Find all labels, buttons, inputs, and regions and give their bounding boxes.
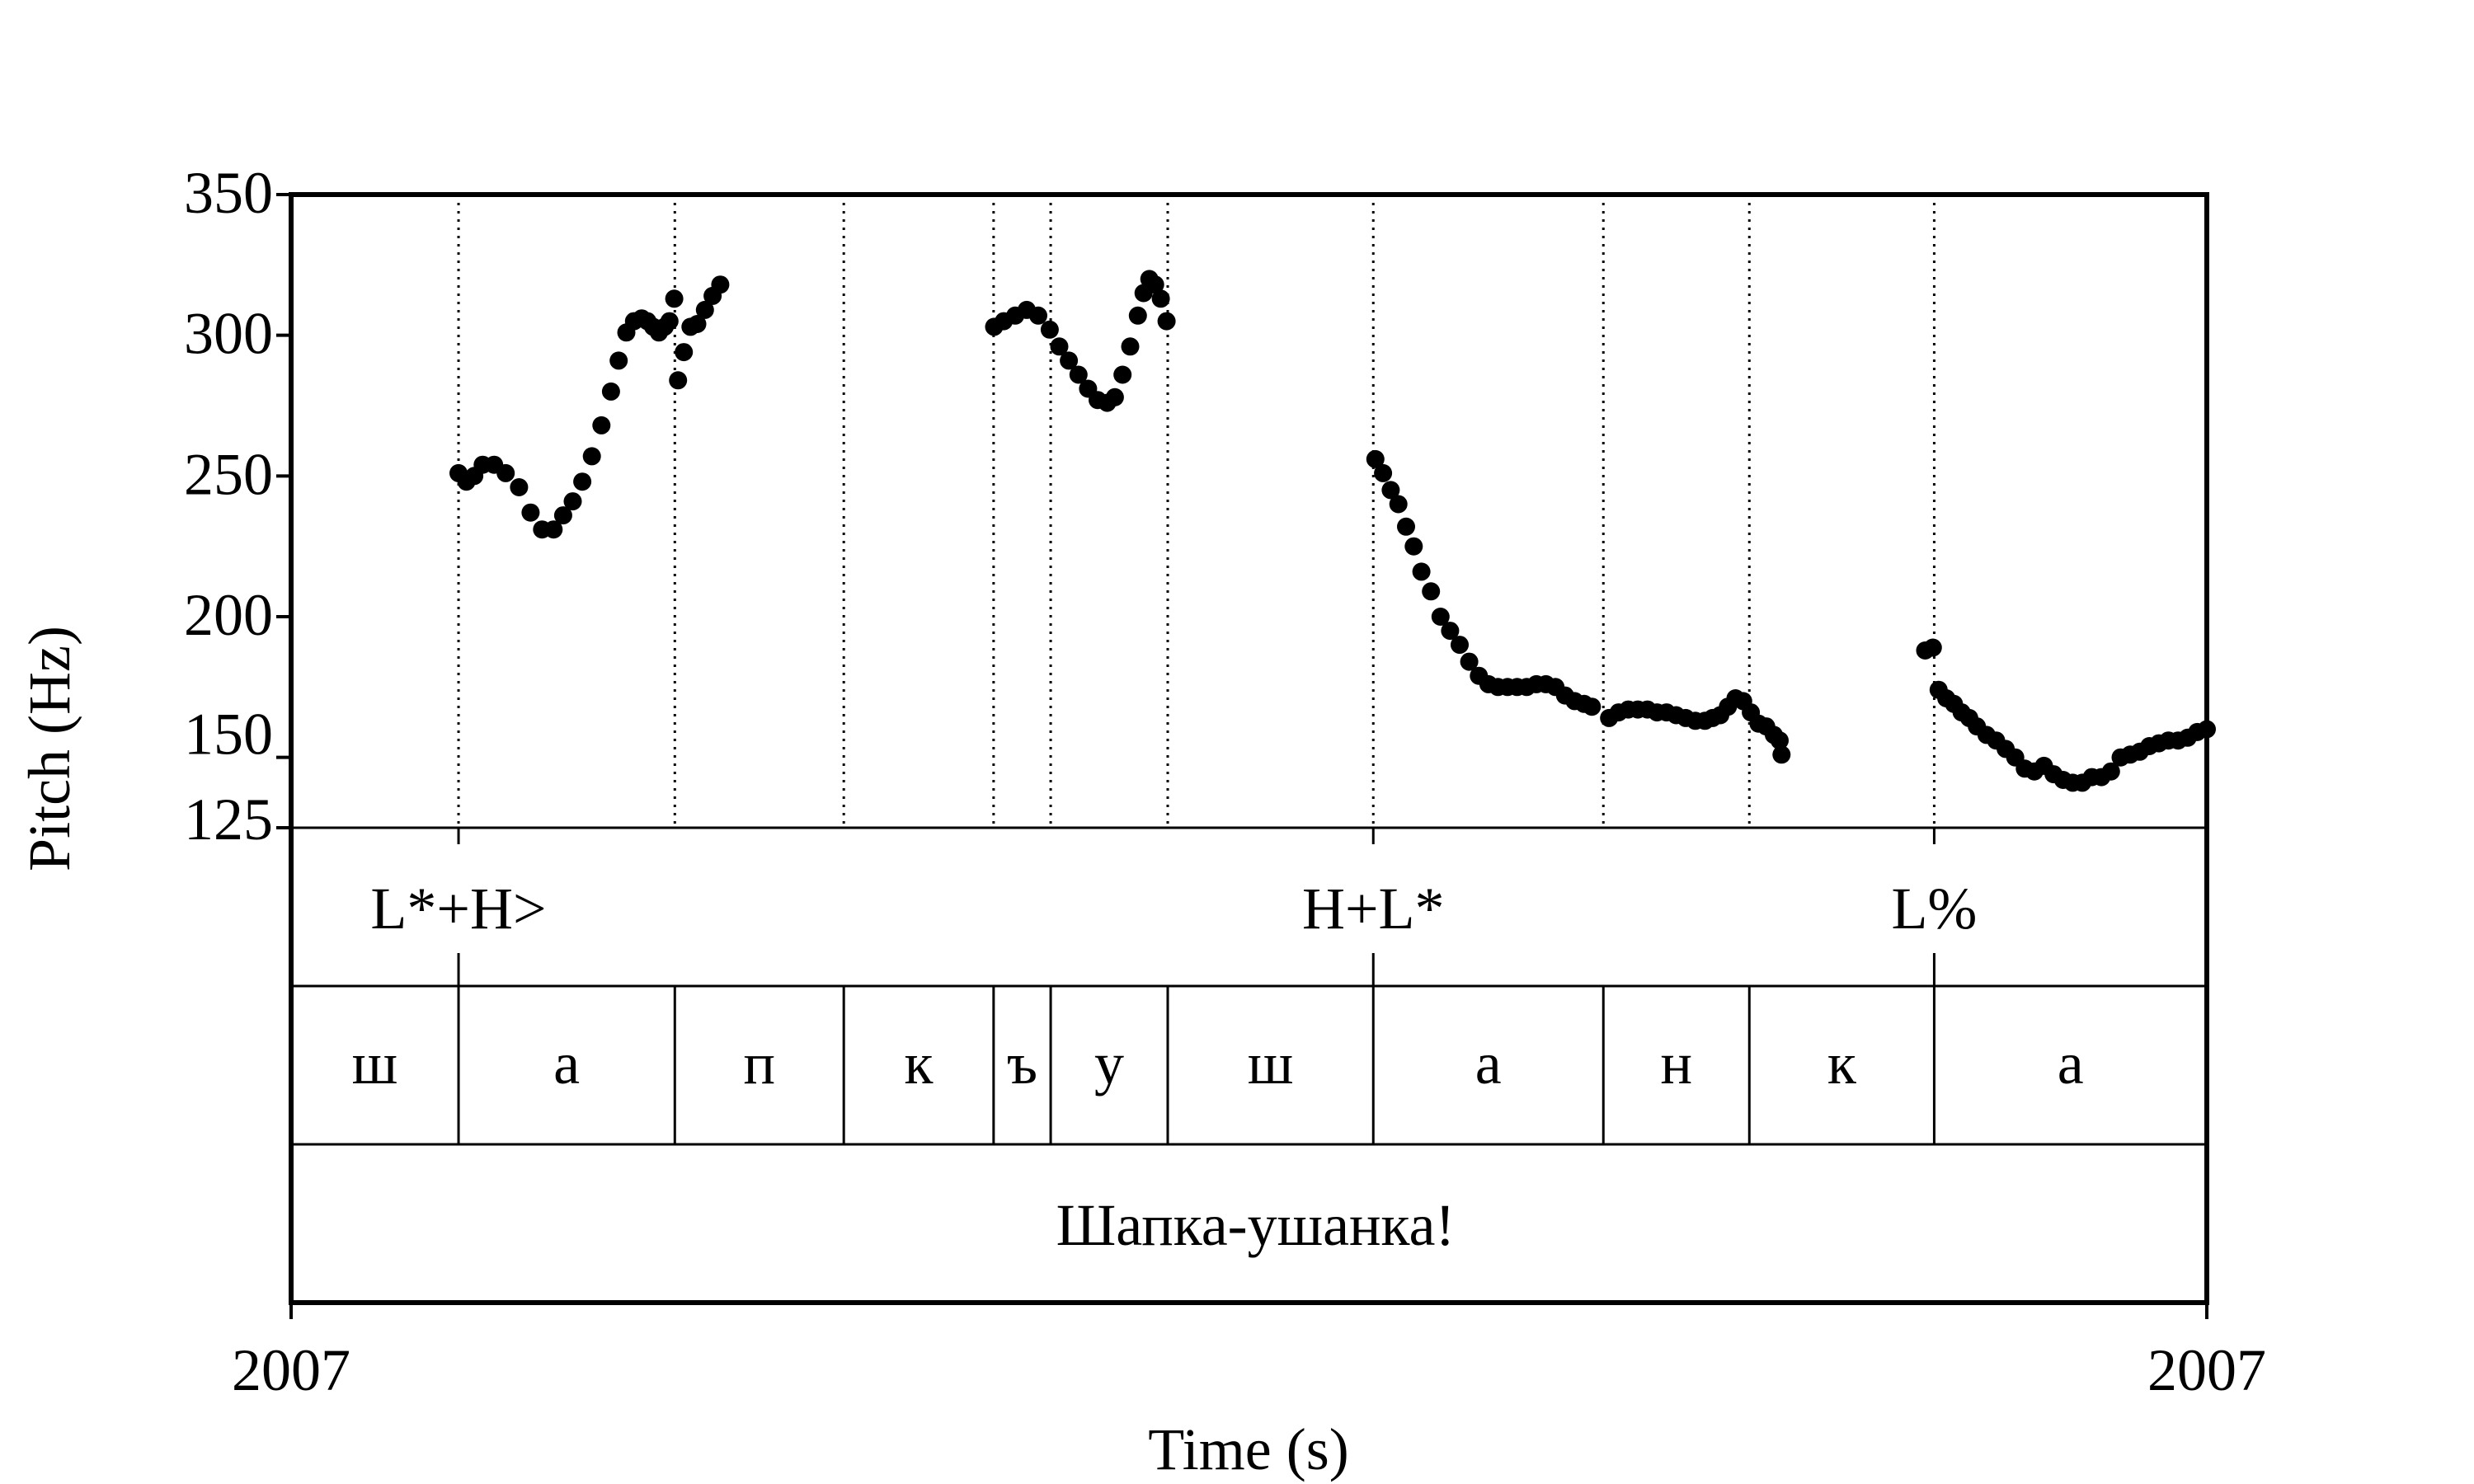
pitch-point [669, 371, 688, 390]
pitch-point [609, 351, 628, 370]
pitch-point [660, 312, 679, 331]
pitch-point [1151, 289, 1170, 308]
pitch-point [573, 472, 592, 491]
pitch-point [592, 416, 611, 434]
plot-frame [289, 192, 2209, 1305]
pitch-point [1069, 365, 1088, 384]
pitch-point [711, 275, 730, 294]
segment-label: у [1094, 1031, 1124, 1097]
segment-label: ш [352, 1031, 397, 1097]
pitch-point [1923, 638, 1942, 657]
pitch-point [1404, 537, 1423, 556]
pitch-point [1145, 275, 1164, 294]
pitch-point [553, 506, 572, 525]
pitch-point [1412, 562, 1431, 581]
y-axis-ticks: 125 150 200 250 300 350 [184, 160, 291, 852]
pitch-point [582, 447, 601, 466]
pitch-point [1105, 387, 1124, 406]
pitch-point [1050, 337, 1069, 356]
tone-label: L% [1891, 876, 1977, 942]
pitch-point [1431, 608, 1450, 626]
pitch-point [1113, 365, 1132, 384]
word-label: Шапка-ушанка! [1056, 1192, 1456, 1258]
pitch-point [695, 300, 714, 319]
pitch-point [1040, 320, 1059, 339]
pitch-point [1366, 449, 1385, 468]
pitch-point [510, 478, 529, 496]
pitch-point [1060, 351, 1079, 370]
pitch-point [1772, 745, 1791, 764]
y-tick-label: 250 [184, 441, 273, 507]
y-tick-label: 200 [184, 582, 273, 648]
pitch-point [1441, 622, 1460, 641]
pitch-point [563, 492, 582, 511]
segment-label: а [553, 1031, 580, 1097]
y-axis-title: Pitch (Hz) [16, 626, 82, 871]
pitch-point [1128, 306, 1147, 325]
tone-label: L*+H> [370, 876, 546, 942]
pitch-point [1451, 636, 1469, 655]
segment-separators [457, 986, 1935, 1144]
segment-label: п [743, 1031, 775, 1097]
pitch-point [1397, 517, 1415, 536]
boundary-lines [457, 195, 1935, 986]
tone-label: H+L* [1302, 876, 1445, 942]
segment-label: н [1660, 1031, 1692, 1097]
pitch-point [1583, 697, 1602, 716]
pitch-point [1460, 652, 1479, 671]
pitch-point [496, 463, 515, 482]
pitch-points [449, 270, 2216, 792]
x-tick-label-end: 2007 [2147, 1337, 2266, 1403]
pitch-point [521, 503, 540, 522]
y-tick-label: 300 [184, 301, 273, 367]
y-tick-label: 350 [184, 160, 273, 226]
pitch-point [601, 382, 620, 401]
segment-label: а [1475, 1031, 1502, 1097]
segment-label: ъ [1007, 1031, 1037, 1097]
pitch-point [1389, 495, 1408, 514]
pitch-point [544, 520, 563, 539]
y-tick-label: 125 [184, 787, 273, 852]
pitch-point [1771, 731, 1789, 750]
segment-label: а [2058, 1031, 2084, 1097]
segment-label: к [1827, 1031, 1857, 1097]
pitch-point [675, 343, 694, 362]
pitch-point [1121, 337, 1140, 356]
segment-label: ш [1248, 1031, 1293, 1097]
y-tick-label: 150 [184, 702, 273, 768]
pitch-point [1381, 481, 1400, 500]
pitch-point [1029, 306, 1047, 325]
pitch-point [1422, 582, 1441, 601]
pitch-point [688, 315, 707, 333]
pitch-point [665, 289, 684, 308]
x-tick-label-start: 2007 [232, 1337, 350, 1403]
tier-labels: L*+H> H+L* L% ш а п к ъ у ш а н к а Шапка-ушанка! [352, 876, 2084, 1258]
pitch-point [1374, 463, 1393, 482]
pitch-point [2101, 762, 2120, 781]
segment-label: к [905, 1031, 934, 1097]
pitch-point [1157, 312, 1176, 331]
x-axis-title: Time (s) [1148, 1416, 1348, 1482]
